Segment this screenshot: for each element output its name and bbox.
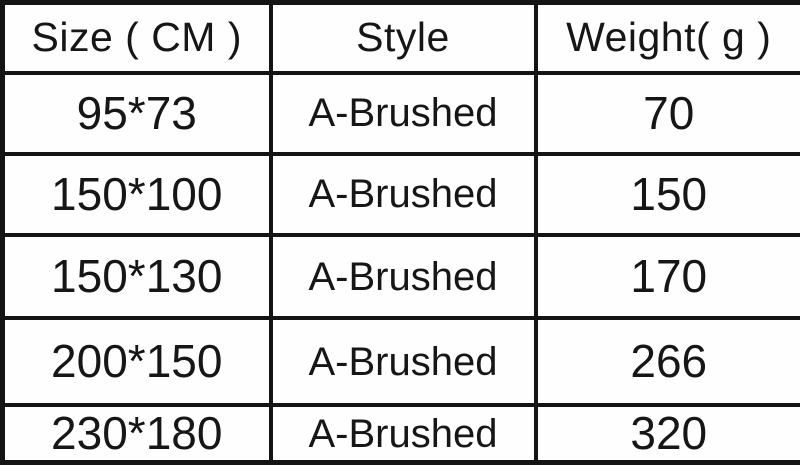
table-header-row: Size ( CM ) Style Weight( g )	[0, 0, 800, 75]
style-cell: A-Brushed	[268, 70, 538, 157]
size-cell: 150*130	[0, 232, 273, 321]
table-row: 200*150 A-Brushed 266	[0, 316, 800, 408]
weight-cell: 266	[533, 316, 800, 408]
weight-cell: 150	[533, 152, 800, 237]
size-cell: 95*73	[0, 70, 273, 157]
table-row: 150*130 A-Brushed 170	[0, 232, 800, 321]
style-cell: A-Brushed	[268, 316, 538, 408]
style-cell: A-Brushed	[268, 403, 538, 465]
header-cell-size: Size ( CM )	[0, 0, 273, 75]
header-cell-weight: Weight( g )	[533, 0, 800, 75]
size-cell: 230*180	[0, 403, 273, 465]
table-row: 95*73 A-Brushed 70	[0, 70, 800, 157]
weight-cell: 170	[533, 232, 800, 321]
table-row: 230*180 A-Brushed 320	[0, 403, 800, 465]
style-cell: A-Brushed	[268, 232, 538, 321]
size-cell: 150*100	[0, 152, 273, 237]
weight-cell: 70	[533, 70, 800, 157]
table-row: 150*100 A-Brushed 150	[0, 152, 800, 237]
style-cell: A-Brushed	[268, 152, 538, 237]
size-cell: 200*150	[0, 316, 273, 408]
weight-cell: 320	[533, 403, 800, 465]
header-cell-style: Style	[268, 0, 538, 75]
